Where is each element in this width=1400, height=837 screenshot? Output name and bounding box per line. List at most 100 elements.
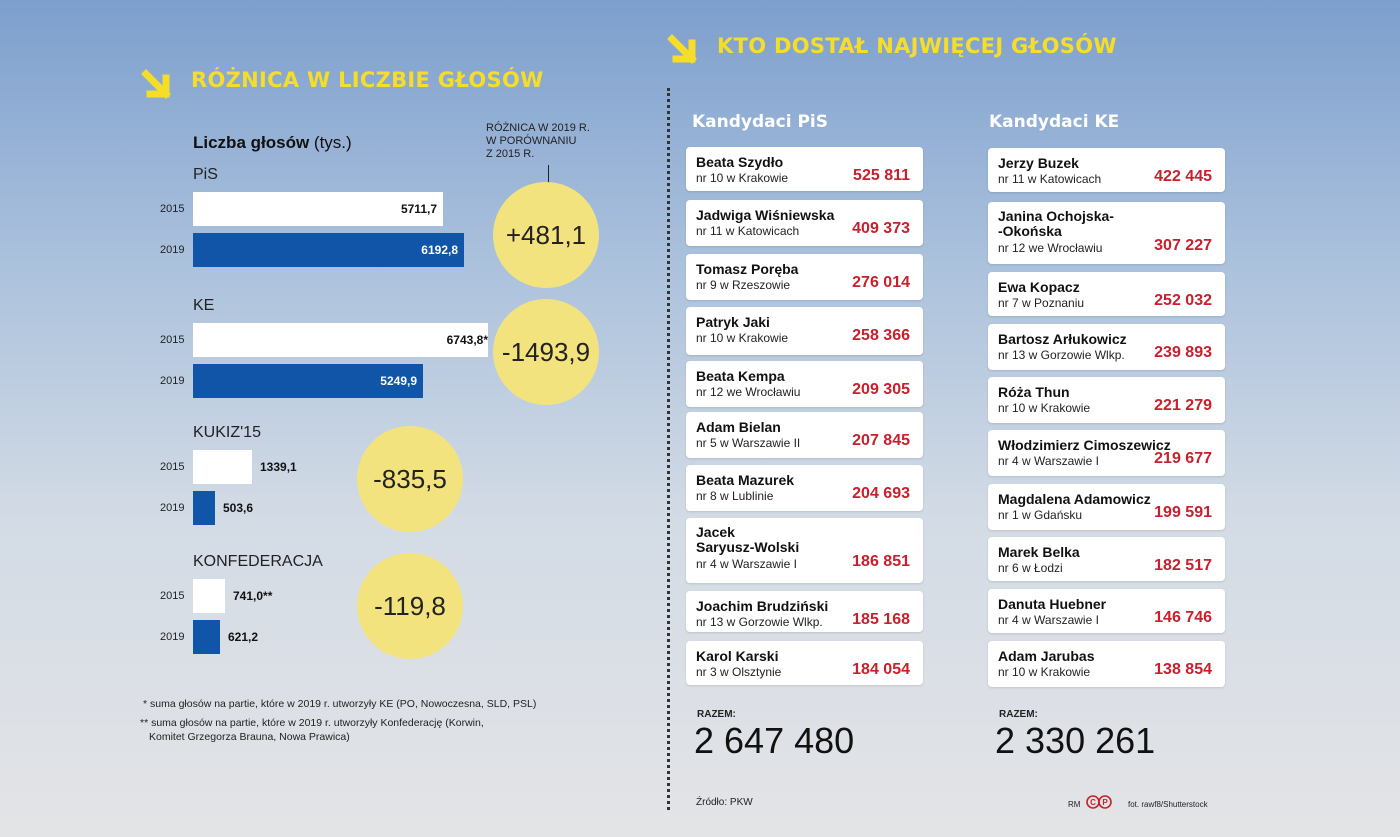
candidate-district: nr 9 w Rzeszowie: [696, 278, 791, 292]
candidate-name: Adam Jarubas: [998, 648, 1095, 664]
source-text: Źródło: PKW: [696, 797, 753, 808]
candidate-name: Marek Belka: [998, 544, 1080, 560]
footnote-2-cont: Komitet Grzegorza Brauna, Nowa Prawica): [149, 731, 350, 743]
candidate-card: Beata Kempa nr 12 we Wrocławiu 209 305: [686, 361, 923, 407]
bar-value-label: 503,6: [223, 501, 254, 515]
candidate-district: nr 5 w Warszawie II: [696, 436, 801, 450]
candidate-district: nr 13 w Gorzowie Wlkp.: [696, 615, 823, 629]
candidate-district: nr 1 w Gdańsku: [998, 508, 1083, 522]
candidate-card: Danuta Huebner nr 4 w Warszawie I 146 746: [988, 589, 1225, 633]
candidate-district: nr 4 w Warszawie I: [696, 557, 797, 571]
footnote-1: * suma głosów na partie, które w 2019 r.…: [143, 698, 537, 710]
footnote-2: ** suma głosów na partie, które w 2019 r…: [140, 717, 484, 729]
candidate-card: Róża Thun nr 10 w Krakowie 221 279: [988, 377, 1225, 423]
candidate-votes: 409 373: [852, 220, 910, 237]
candidate-district: nr 6 w Łodzi: [998, 561, 1063, 575]
photo-credit: fot. rawf8/Shutterstock: [1128, 800, 1208, 809]
candidate-votes: 219 677: [1154, 450, 1212, 467]
candidate-name: Ewa Kopacz: [998, 279, 1080, 295]
candidate-card: Ewa Kopacz nr 7 w Poznaniu 252 032: [988, 272, 1225, 316]
candidate-district: nr 3 w Olsztynie: [696, 665, 782, 679]
candidate-votes: 138 854: [1154, 661, 1212, 678]
candidate-name: Joachim Brudziński: [696, 598, 829, 614]
candidate-district: nr 4 w Warszawie I: [998, 613, 1099, 627]
candidate-name: Tomasz Poręba: [696, 261, 799, 277]
difference-note-leader: [548, 165, 549, 185]
candidate-votes: 186 851: [852, 553, 910, 570]
candidate-votes: 252 032: [1154, 292, 1212, 309]
candidate-card: Marek Belka nr 6 w Łodzi 182 517: [988, 537, 1225, 581]
candidate-card: Bartosz Arłukowicz nr 13 w Gorzowie Wlkp.…: [988, 324, 1225, 370]
bar-2019: [193, 491, 215, 525]
bar-2019: [193, 620, 220, 654]
y-axis-label-unit: (tys.): [309, 133, 352, 152]
candidate-name: Beata Kempa: [696, 368, 785, 384]
series-label: 2015: [160, 334, 185, 346]
pis-total-value: 2 647 480: [694, 720, 855, 761]
ke-total-label: RAZEM:: [999, 709, 1038, 720]
series-label: 2019: [160, 375, 185, 387]
candidate-votes: 182 517: [1154, 557, 1212, 574]
candidate-card: Beata Mazurek nr 8 w Lublinie 204 693: [686, 465, 923, 511]
candidate-district: nr 11 w Katowicach: [998, 172, 1102, 186]
candidate-card: Janina Ochojska- -Okońska nr 12 we Wrocła…: [988, 202, 1225, 264]
difference-note-line: RÓŻNICA W 2019 R.: [486, 122, 590, 134]
y-axis-label: Liczba głosów (tys.): [193, 133, 352, 153]
bar-value-label: 6192,8: [421, 243, 458, 257]
candidate-name: Bartosz Arłukowicz: [998, 331, 1127, 347]
bar-value-label: 5711,7: [400, 202, 437, 216]
candidate-district: nr 12 we Wrocławiu: [998, 241, 1103, 255]
difference-circle: -1493,9: [493, 299, 599, 405]
ke-candidates-heading: Kandydaci KE: [989, 112, 1120, 132]
candidate-district: nr 7 w Poznaniu: [998, 296, 1085, 310]
svg-text:C: C: [1090, 798, 1096, 807]
candidate-card: Jerzy Buzek nr 11 w Katowicach 422 445: [988, 148, 1225, 192]
candidate-district: nr 10 w Krakowie: [696, 331, 789, 345]
candidate-card: Magdalena Adamowicz nr 1 w Gdańsku 199 591: [988, 484, 1225, 530]
bar-value-label: 5249,9: [380, 374, 417, 388]
series-label: 2019: [160, 502, 185, 514]
candidate-card: Jacek Saryusz-Wolski nr 4 w Warszawie I 18…: [686, 518, 923, 583]
bar-2015: [193, 323, 488, 357]
candidate-votes: 204 693: [852, 485, 910, 502]
series-label: 2019: [160, 631, 185, 643]
candidate-district: nr 11 w Katowicach: [696, 224, 800, 238]
candidate-district: nr 8 w Lublinie: [696, 489, 774, 503]
candidate-card: Joachim Brudziński nr 13 w Gorzowie Wlkp.…: [686, 591, 923, 632]
difference-note: RÓŻNICA W 2019 R. W PORÓWNANIU Z 2015 R.: [486, 122, 590, 161]
candidate-district: nr 12 we Wrocławiu: [696, 385, 801, 399]
candidate-votes: 525 811: [853, 167, 910, 184]
candidate-card: Tomasz Poręba nr 9 w Rzeszowie 276 014: [686, 254, 923, 300]
left-section-title: RÓŻNICA W LICZBIE GŁOSÓW: [191, 68, 544, 92]
cp-logo-icon: C P: [1086, 795, 1112, 809]
section-divider: [667, 88, 670, 810]
candidate-card: Karol Karski nr 3 w Olsztynie 184 054: [686, 641, 923, 685]
series-label: 2015: [160, 461, 185, 473]
candidate-votes: 258 366: [852, 327, 910, 344]
candidate-name: Beata Mazurek: [696, 472, 795, 488]
candidate-name: Włodzimierz Cimoszewicz: [998, 437, 1171, 453]
candidate-name: Adam Bielan: [696, 419, 781, 435]
category-label: KUKIZ'15: [193, 424, 261, 441]
category-label: KE: [193, 297, 215, 314]
candidate-votes: 185 168: [852, 611, 910, 628]
candidate-votes: 422 445: [1154, 168, 1212, 185]
y-axis-label-bold: Liczba głosów: [193, 133, 310, 152]
candidate-votes: 184 054: [852, 661, 910, 678]
candidate-votes: 307 227: [1154, 237, 1212, 254]
bar-value-label: 6743,8*: [446, 333, 488, 347]
candidate-votes: 276 014: [852, 274, 910, 291]
candidate-name: Jerzy Buzek: [998, 155, 1079, 171]
series-label: 2015: [160, 203, 185, 215]
bar-value-label: 741,0**: [233, 589, 273, 603]
bar-value-label: 621,2: [228, 630, 259, 644]
difference-note-line: W PORÓWNANIU: [486, 135, 577, 147]
category-label: KONFEDERACJA: [193, 553, 323, 570]
right-section-title: KTO DOSTAŁ NAJWIĘCEJ GŁOSÓW: [717, 34, 1117, 58]
candidate-name: Karol Karski: [696, 648, 779, 664]
candidate-district: nr 13 w Gorzowie Wlkp.: [998, 348, 1125, 362]
difference-circle: +481,1: [493, 182, 599, 288]
candidate-district: nr 10 w Krakowie: [998, 401, 1091, 415]
candidate-district: nr 4 w Warszawie I: [998, 454, 1099, 468]
candidate-name: Jadwiga Wiśniewska: [696, 207, 835, 223]
